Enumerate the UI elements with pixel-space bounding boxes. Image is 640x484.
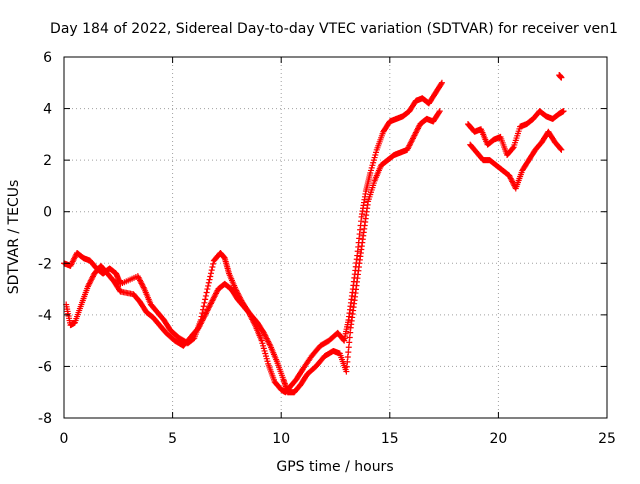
data-point (436, 108, 443, 115)
y-tick-label: 2 (43, 153, 52, 169)
data-point (558, 146, 565, 153)
data-point (436, 109, 443, 116)
data-point (202, 292, 209, 299)
data-point (509, 145, 516, 152)
y-tick-label: -8 (38, 411, 52, 427)
data-point (201, 299, 208, 306)
data-point (560, 108, 567, 115)
data-point (438, 80, 445, 87)
data-point (204, 286, 211, 293)
data-point (208, 267, 215, 274)
data-point (200, 306, 207, 313)
x-tick-label: 5 (168, 431, 177, 447)
y-tick-label: 6 (43, 50, 52, 66)
x-tick-label: 20 (489, 431, 507, 447)
data-point (203, 289, 210, 296)
x-tick-label: 25 (598, 431, 616, 447)
data-point (202, 296, 209, 303)
data-point (210, 260, 217, 267)
data-point (205, 279, 212, 286)
data-points (61, 72, 567, 396)
data-series (61, 79, 445, 396)
data-point (205, 282, 212, 289)
y-tick-label: -2 (38, 256, 52, 272)
data-point (438, 79, 445, 86)
y-tick-label: 0 (43, 205, 52, 221)
data-series (63, 108, 443, 396)
y-tick-label: 4 (43, 102, 52, 118)
y-axis-label: SDTVAR / TECUs (6, 180, 22, 295)
x-tick-label: 15 (381, 431, 399, 447)
y-tick-label: -6 (38, 359, 52, 375)
grid (64, 57, 607, 418)
x-axis-label: GPS time / hours (276, 459, 393, 475)
data-series (464, 108, 567, 158)
data-point (558, 74, 565, 81)
plot-frame (63, 56, 608, 419)
data-point (206, 276, 213, 283)
axis-ticks: 0 5 10 15 20 25 -8 -6 -4 -2 0 2 4 6 (38, 50, 616, 447)
x-tick-label: 0 (60, 431, 69, 447)
data-point (207, 270, 214, 277)
x-tick-label: 10 (272, 431, 290, 447)
data-point (557, 145, 564, 152)
chart-title: Day 184 of 2022, Sidereal Day-to-day VTE… (50, 21, 618, 37)
y-tick-label: -4 (38, 308, 52, 324)
data-point (209, 264, 216, 271)
data-point (200, 303, 207, 310)
data-point (207, 273, 214, 280)
data-series (556, 72, 565, 81)
data-series (467, 128, 565, 192)
